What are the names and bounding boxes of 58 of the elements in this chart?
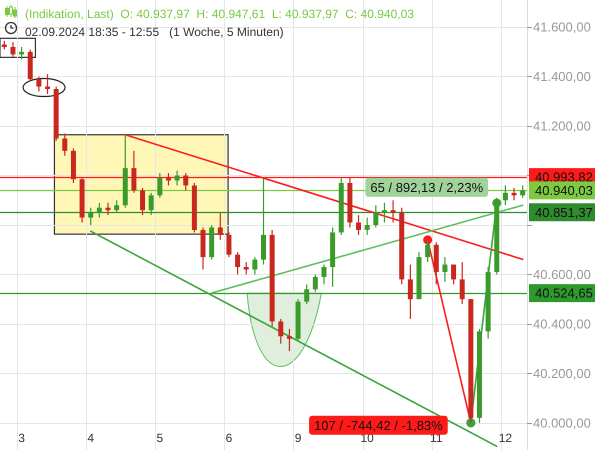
candlestick bbox=[460, 261, 465, 305]
candlestick bbox=[166, 172, 171, 186]
text: 02.09.2024 18:35 - 12:55 (1 Woche, 5 Minuten) bbox=[25, 25, 284, 39]
candlestick bbox=[218, 212, 223, 240]
y-tick-label: 41.200,00 bbox=[533, 118, 591, 134]
candlestick bbox=[356, 214, 362, 236]
annotation: 107 / -744,42 / -1,83% bbox=[314, 418, 444, 433]
candlestick bbox=[382, 202, 387, 224]
candlestick bbox=[451, 264, 456, 285]
candlestick bbox=[226, 232, 232, 258]
point bbox=[423, 235, 432, 244]
ref-line-label: 40.993,82 bbox=[535, 170, 593, 185]
ref-line-label: 40.940,03 bbox=[535, 182, 593, 198]
candlestick bbox=[140, 187, 146, 216]
candlestick bbox=[45, 74, 50, 95]
y-tick-label: 40.000,00 bbox=[533, 415, 591, 430]
candlestick bbox=[235, 252, 240, 276]
x-tick-label: 9 bbox=[294, 431, 302, 445]
y-tick-label: 41.600,00 bbox=[533, 20, 591, 35]
candlestick bbox=[88, 207, 94, 226]
candlestick bbox=[105, 202, 110, 216]
candlestick bbox=[252, 256, 258, 276]
candlestick bbox=[96, 202, 102, 218]
candlestick bbox=[390, 200, 396, 224]
candlestick bbox=[512, 187, 517, 201]
x-tick-label: 4 bbox=[87, 431, 94, 445]
y-tick-label: 40.400,00 bbox=[533, 316, 591, 332]
text: (Indikation, Last) O: 40.937,97 H: 40.947,61 L: 40.937,97 C: 40.940,03 bbox=[25, 7, 414, 21]
x-tick-label: 12 bbox=[498, 431, 512, 445]
candlestick bbox=[174, 170, 180, 186]
candlestick bbox=[425, 239, 430, 263]
candlestick bbox=[321, 264, 326, 285]
candlestick bbox=[62, 132, 68, 156]
candlestick bbox=[278, 318, 284, 344]
x-tick-label: 6 bbox=[226, 431, 233, 445]
candlestick bbox=[244, 261, 249, 276]
candlestick bbox=[442, 256, 448, 282]
x-tick-label: 3 bbox=[18, 431, 26, 445]
y-tick-label: 40.600,00 bbox=[533, 266, 591, 282]
candlestick bbox=[520, 184, 526, 198]
ref-line-label: 40.524,65 bbox=[535, 286, 593, 301]
candlestick bbox=[36, 76, 42, 92]
candlestick bbox=[148, 192, 154, 216]
candlestick bbox=[408, 264, 413, 320]
candlestick bbox=[131, 150, 136, 194]
candlestick bbox=[114, 200, 120, 214]
candlestick bbox=[10, 41, 16, 58]
candlestick bbox=[183, 172, 188, 191]
candlestick bbox=[19, 46, 24, 60]
ref-line-label: 40.851,37 bbox=[535, 204, 593, 220]
candlestick bbox=[502, 184, 508, 206]
x-tick-label: 5 bbox=[156, 431, 164, 445]
candlestick bbox=[364, 216, 370, 236]
y-tick-label: 41.400,00 bbox=[533, 69, 591, 84]
candlestick bbox=[157, 172, 162, 198]
candlestick bbox=[373, 204, 378, 228]
y-tick-label: 40.200,00 bbox=[533, 366, 591, 381]
annotation: 65 / 892,13 / 2,23% bbox=[370, 180, 484, 195]
